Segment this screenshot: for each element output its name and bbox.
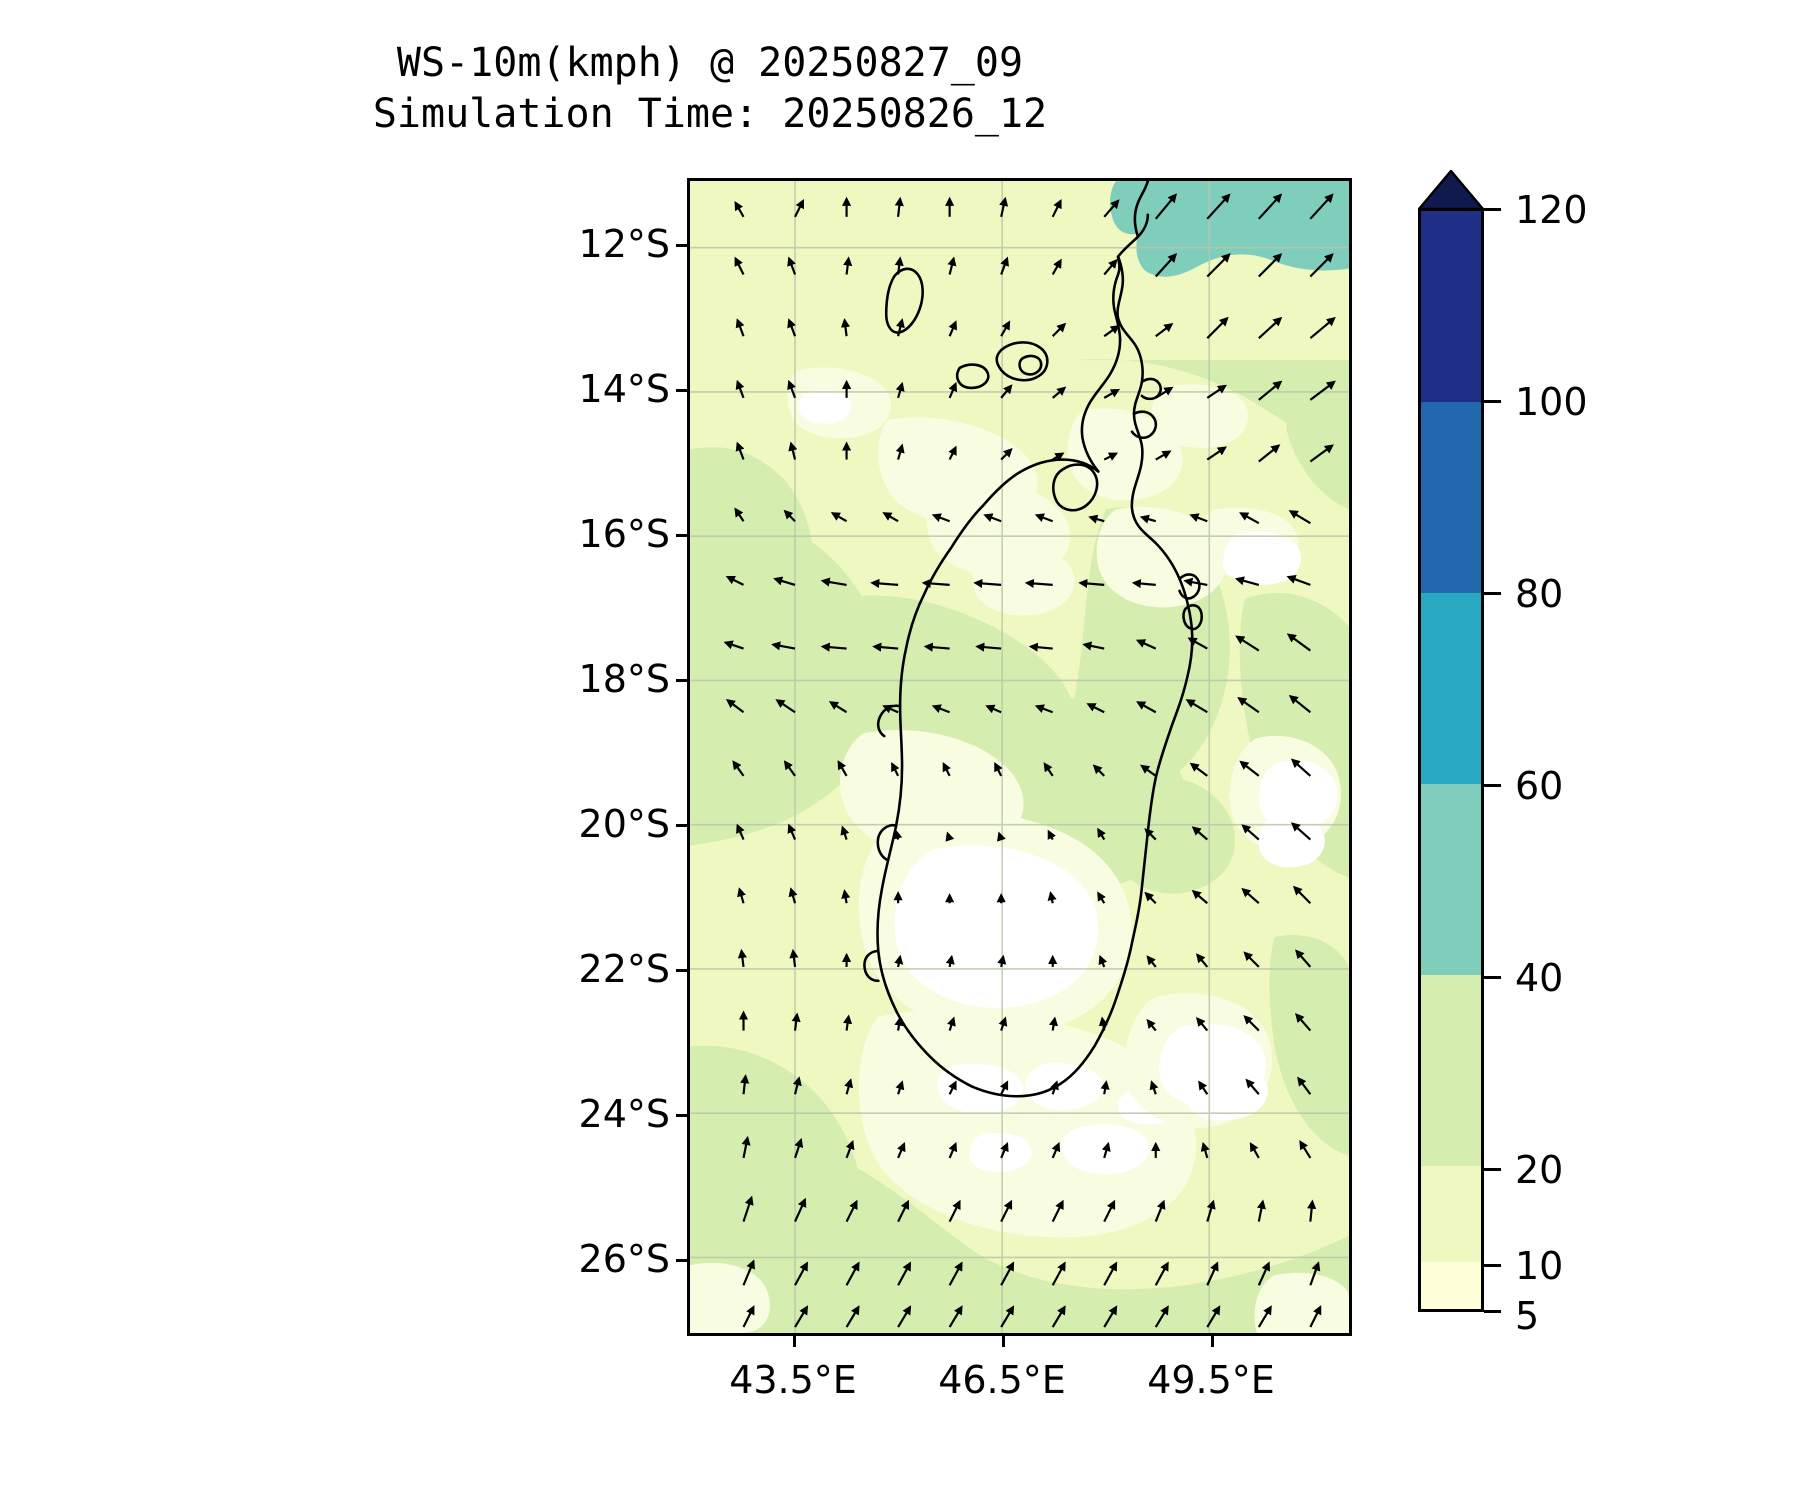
y-axis-label-12s: 12°S xyxy=(578,222,670,266)
colorbar-tick-80 xyxy=(1484,592,1501,595)
colorbar-label-20: 20 xyxy=(1515,1148,1564,1192)
colorbar-segment-60-80 xyxy=(1421,593,1481,785)
x-axis-label-495e: 49.5°E xyxy=(1147,1358,1275,1402)
y-tick-mark xyxy=(676,534,687,537)
y-tick-mark xyxy=(676,824,687,827)
x-axis-label-435e: 43.5°E xyxy=(729,1358,857,1402)
title-line-1: WS-10m(kmph) @ 20250827_09 xyxy=(396,40,1024,86)
x-axis-label-465e: 46.5°E xyxy=(938,1358,1066,1402)
title-line-2: Simulation Time: 20250826_12 xyxy=(372,91,1048,138)
colorbar-segment-10-20 xyxy=(1421,1166,1481,1262)
colorbar-segment-80-100 xyxy=(1421,402,1481,594)
wind-speed-map xyxy=(690,181,1349,1333)
y-axis-label-26s: 26°S xyxy=(578,1237,670,1281)
colorbar-segment-20-40 xyxy=(1421,975,1481,1167)
colorbar-label-60: 60 xyxy=(1515,764,1564,808)
y-tick-mark xyxy=(676,389,687,392)
colorbar-tick-100 xyxy=(1484,400,1501,403)
colorbar[interactable]: 120 100 80 60 40 20 10 5 xyxy=(1418,170,1618,1338)
y-axis-label-24s: 24°S xyxy=(578,1092,670,1136)
x-tick-mark xyxy=(793,1336,796,1347)
map-axes[interactable] xyxy=(687,178,1352,1336)
colorbar-label-80: 80 xyxy=(1515,572,1564,616)
y-tick-mark xyxy=(676,679,687,682)
y-axis-label-16s: 16°S xyxy=(578,512,670,556)
chart-title: WS-10m(kmph) @ 20250827_09 Simulation Ti… xyxy=(0,38,1420,140)
colorbar-label-40: 40 xyxy=(1515,956,1564,1000)
x-tick-mark xyxy=(1211,1336,1214,1347)
y-tick-mark xyxy=(676,1114,687,1117)
colorbar-label-5: 5 xyxy=(1515,1294,1540,1338)
y-tick-mark xyxy=(676,1259,687,1262)
colorbar-tick-5 xyxy=(1484,1310,1501,1313)
y-tick-mark xyxy=(676,969,687,972)
colorbar-tick-20 xyxy=(1484,1168,1501,1171)
colorbar-extend-max-arrow xyxy=(1418,170,1484,210)
colorbar-tick-40 xyxy=(1484,976,1501,979)
y-axis-label-18s: 18°S xyxy=(578,657,670,701)
colorbar-tick-60 xyxy=(1484,784,1501,787)
y-axis-label-22s: 22°S xyxy=(578,947,670,991)
colorbar-tick-10 xyxy=(1484,1264,1501,1267)
colorbar-label-100: 100 xyxy=(1515,380,1588,424)
y-tick-mark xyxy=(676,244,687,247)
colorbar-segment-5-10 xyxy=(1421,1261,1481,1309)
colorbar-segment-100-120 xyxy=(1421,211,1481,403)
y-axis-label-20s: 20°S xyxy=(578,802,670,846)
colorbar-label-120: 120 xyxy=(1515,188,1588,232)
x-tick-mark xyxy=(1002,1336,1005,1347)
colorbar-label-10: 10 xyxy=(1515,1244,1564,1288)
colorbar-tick-120 xyxy=(1484,208,1501,211)
colorbar-gradient xyxy=(1418,208,1484,1312)
y-axis-label-14s: 14°S xyxy=(578,367,670,411)
colorbar-segment-40-60 xyxy=(1421,784,1481,976)
